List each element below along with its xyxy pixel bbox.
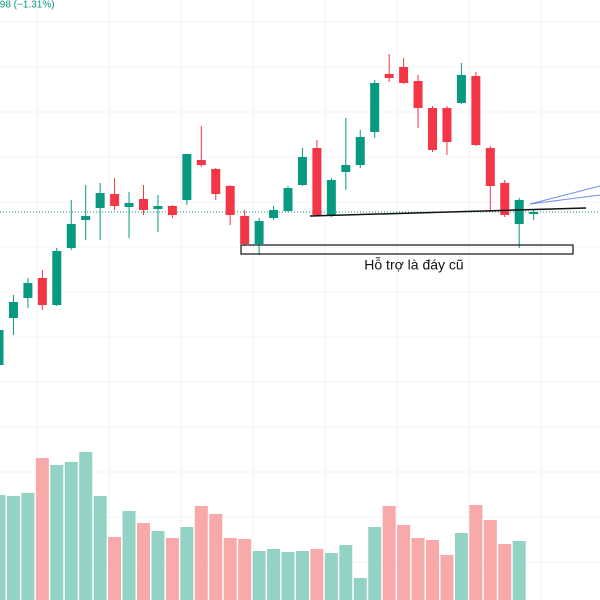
volume-bar bbox=[209, 514, 223, 600]
candle-body bbox=[81, 216, 91, 220]
volume-bar bbox=[295, 551, 309, 600]
volume-bar bbox=[512, 541, 526, 600]
volume-bar bbox=[310, 549, 324, 600]
volume-bar bbox=[426, 540, 439, 600]
candle-body bbox=[240, 216, 250, 244]
volume-bar bbox=[0, 495, 6, 600]
candle-body bbox=[500, 183, 510, 215]
volume-bar bbox=[151, 531, 165, 600]
volume-bar bbox=[339, 545, 353, 600]
candle-body bbox=[370, 83, 380, 132]
volume-bar bbox=[194, 506, 208, 600]
candle-body bbox=[37, 278, 47, 305]
candle-body bbox=[66, 224, 76, 248]
candle-body bbox=[196, 160, 206, 165]
annotation: Hỗ trợ là đáy cũ bbox=[364, 257, 463, 273]
volume-bar bbox=[122, 511, 136, 600]
candle-body bbox=[182, 154, 192, 200]
volume-bar bbox=[411, 538, 425, 600]
candle-body bbox=[225, 186, 235, 215]
candle-body bbox=[254, 221, 264, 244]
candle-body bbox=[514, 200, 524, 224]
candle-body bbox=[167, 206, 177, 215]
candles bbox=[0, 54, 539, 365]
candle-body bbox=[8, 302, 18, 318]
volume-bar bbox=[35, 458, 49, 600]
volume-bar bbox=[397, 525, 411, 600]
candle-body bbox=[485, 148, 495, 186]
candle-body bbox=[428, 108, 437, 150]
candle-body bbox=[52, 251, 62, 305]
volume-bar bbox=[353, 578, 367, 600]
candle-body bbox=[0, 330, 4, 365]
volume-bar bbox=[454, 533, 468, 600]
volume-bar bbox=[498, 544, 512, 600]
candle-body bbox=[456, 75, 466, 103]
candle-body bbox=[355, 137, 365, 165]
volume-bar bbox=[6, 496, 20, 600]
candle-body bbox=[471, 76, 481, 145]
candle-body bbox=[413, 81, 423, 108]
candle-body bbox=[326, 180, 336, 215]
support-box bbox=[240, 244, 574, 255]
volume-bar bbox=[267, 549, 281, 600]
volume-bar bbox=[180, 527, 194, 600]
candle-body bbox=[23, 283, 33, 298]
volume-bar bbox=[324, 553, 338, 600]
volume-bar bbox=[368, 527, 382, 600]
volume-bar bbox=[93, 496, 107, 600]
volume-bar bbox=[223, 538, 237, 600]
volume-bar bbox=[238, 539, 252, 600]
volume-bar bbox=[483, 520, 497, 600]
volume-bar bbox=[382, 506, 396, 600]
candle-body bbox=[95, 193, 105, 208]
projection-line bbox=[529, 185, 600, 205]
volume-bar bbox=[21, 493, 35, 600]
candle-body bbox=[529, 212, 539, 214]
volume-bar bbox=[440, 555, 454, 600]
candle-body bbox=[110, 194, 120, 206]
trend-line bbox=[309, 207, 587, 217]
volume-bar bbox=[252, 551, 266, 600]
candle-body bbox=[341, 165, 351, 172]
candle-body bbox=[283, 188, 293, 211]
volume-bar bbox=[64, 462, 78, 600]
volume-bar bbox=[108, 537, 122, 600]
candle-body bbox=[442, 108, 452, 142]
volume-pane bbox=[0, 452, 526, 600]
volume-bar bbox=[79, 452, 93, 600]
candle-body bbox=[384, 74, 394, 78]
candle-body bbox=[124, 203, 134, 207]
candle-body bbox=[399, 67, 409, 83]
candle-body bbox=[211, 169, 221, 194]
candle-body bbox=[153, 206, 163, 209]
candle-body bbox=[269, 210, 279, 218]
candle-body bbox=[312, 148, 322, 215]
volume-bar bbox=[469, 505, 483, 600]
price-change: .98 (−1.31%) bbox=[0, 0, 55, 11]
volume-bar bbox=[281, 552, 295, 600]
candle-body bbox=[297, 157, 307, 185]
candle-body bbox=[139, 199, 148, 210]
volume-bar bbox=[137, 523, 150, 600]
volume-bar bbox=[50, 465, 64, 600]
volume-bar bbox=[165, 538, 179, 600]
projection-line bbox=[529, 194, 600, 205]
